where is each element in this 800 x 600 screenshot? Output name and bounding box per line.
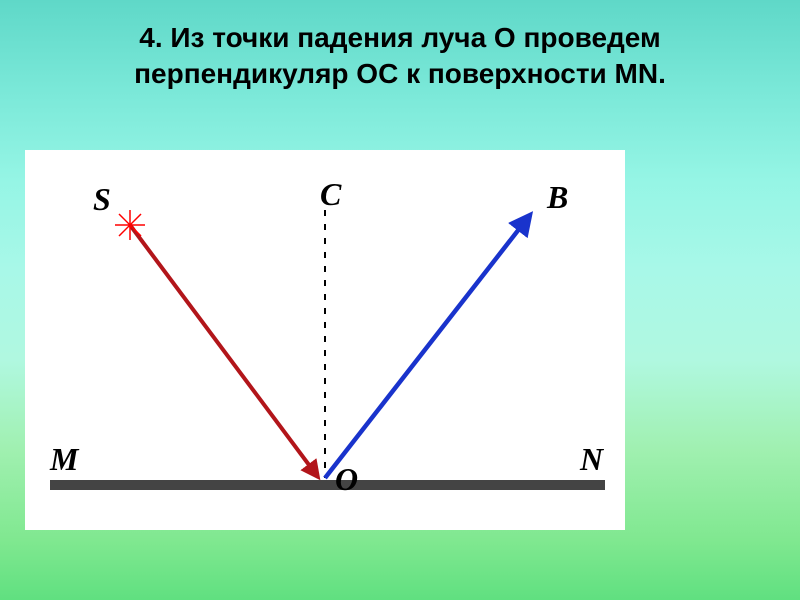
label-N: N [579,441,605,477]
label-S: S [93,181,111,217]
slide: 4. Из точки падения луча О проведем перп… [0,0,800,600]
reflected-ray [325,215,530,478]
label-O: O [335,461,358,497]
diagram: S C B M N O [25,150,625,530]
incident-ray [130,225,318,477]
slide-title: 4. Из точки падения луча О проведем перп… [0,0,800,103]
light-source-icon [115,210,145,240]
label-C: C [320,176,342,212]
label-M: M [49,441,80,477]
ray-diagram-svg: S C B M N O [25,150,625,530]
label-B: B [546,179,568,215]
